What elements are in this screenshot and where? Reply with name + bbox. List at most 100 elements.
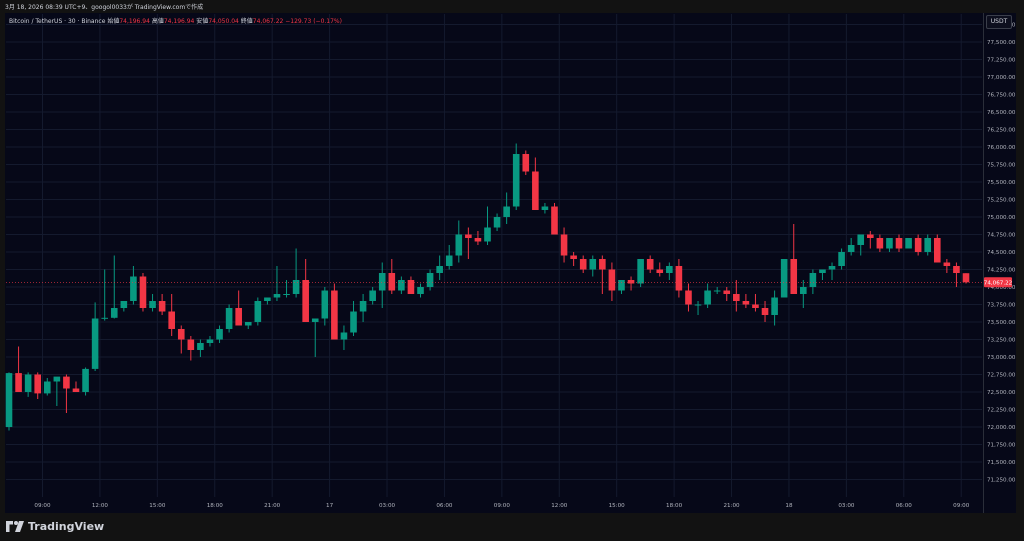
price-tick-label: 72,500.00 [987,390,1016,396]
candle-body [905,238,912,249]
low-value: 74,050.04 [208,18,239,25]
candle-body [847,245,855,252]
top-bar: 3月 18, 2026 08:39 UTC+9、googol0033が Trad… [0,0,1024,14]
low-label: 安値 [196,18,209,25]
candle-body [139,276,147,308]
price-axis[interactable] [983,13,1016,513]
candle-body [637,259,644,284]
time-tick-label: 03:00 [838,503,855,509]
last-price-label: 74,067.22 [984,280,1012,286]
candle-body [522,154,530,172]
close-value: 74,067.22 [252,18,284,25]
candle-body [532,171,539,210]
candle-body [350,311,357,333]
change-value: −129.73 (−0.17%) [285,18,342,25]
candle-body [34,374,42,394]
price-tick-label: 74,000.00 [987,285,1016,291]
candle-body [675,266,683,291]
time-tick-label: 09:00 [953,503,970,509]
candle-body [82,368,89,392]
candle-body [388,273,396,291]
ohlc-legend: Bitcoin / TetherUS · 30 · Binance 始値74,1… [9,16,342,25]
candle-body [254,301,262,322]
candle-body [733,294,740,301]
grid-layer [6,14,982,497]
candle-body [723,290,731,294]
candle-body [685,290,692,305]
candle-body [819,269,826,273]
candle-body [5,373,13,427]
price-tick-label: 72,750.00 [987,373,1016,379]
price-tick-label: 76,750.00 [987,93,1016,99]
candle-body [579,259,587,270]
candle-body [867,234,874,238]
high-label: 高値 [151,18,164,25]
price-tick-label: 76,000.00 [987,145,1016,151]
price-tick-label: 74,500.00 [987,250,1016,256]
tradingview-logo[interactable]: TradingView [6,520,104,533]
candle-body [331,290,338,340]
axis-layer: 71,250.00 71,500.00 71,750.00 72,000.00 72,2… [6,23,1016,509]
candle-body [484,227,491,242]
currency-selector[interactable]: USDT [986,15,1012,29]
candle-body [704,290,711,305]
candle-body [187,339,195,350]
candle-body [43,381,51,394]
candle-body [953,266,960,273]
last-price-badge [984,277,1012,288]
time-tick-label: 03:00 [379,503,396,509]
candle-body [206,339,214,343]
candle-body [197,343,204,350]
candle-body [177,329,185,340]
price-tick-label: 73,750.00 [987,303,1016,309]
candle-body [656,269,664,273]
candle-body [359,301,367,312]
time-tick-label: 18:00 [207,503,224,509]
candle-body [914,238,922,252]
time-tick-label: 09:00 [494,503,511,509]
candle-body [800,287,807,294]
candle-body [761,308,769,315]
symbol-label[interactable]: Bitcoin / TetherUS · 30 · Binance [9,18,106,25]
candle-body [244,322,252,326]
time-tick-label: 15:00 [609,503,626,509]
price-tick-label: 77,500.00 [987,40,1016,46]
candle-body [608,269,616,291]
candle-body [216,329,223,340]
open-value: 74,196.94 [119,18,150,25]
chart-panel[interactable] [5,13,1016,513]
candle-body [101,317,108,319]
candle-body [158,301,166,312]
open-label: 始値 [107,18,120,25]
candle-body [53,376,61,382]
candle-body [962,273,970,283]
candle-body [752,304,759,308]
time-tick-label: 21:00 [264,503,281,509]
price-tick-label: 76,250.00 [987,128,1016,134]
candle-body [235,308,242,326]
price-tick-label: 71,250.00 [987,478,1016,484]
time-tick-label: 06:00 [436,503,453,509]
candle-body [455,234,463,256]
time-tick-label: 12:00 [92,503,109,509]
time-tick-label: 06:00 [896,503,913,509]
candle-body [321,290,329,319]
candle-body [924,238,932,252]
price-tick-label: 76,500.00 [987,110,1016,116]
high-value: 74,196.94 [163,18,195,25]
candle-body [292,280,300,294]
time-tick-label: 17 [326,503,334,509]
candle-body [63,376,70,389]
candle-body [895,238,903,249]
candle-body [666,266,673,273]
snapshot-caption: 3月 18, 2026 08:39 UTC+9、googol0033が Trad… [5,4,204,11]
candle-body [110,308,118,318]
candle-body [445,255,453,266]
price-tick-label: 72,000.00 [987,425,1016,431]
candle-body [264,297,271,301]
candle-body [886,238,893,249]
candle-body [311,318,319,322]
price-tick-label: 77,250.00 [987,58,1016,64]
price-tick-label: 75,000.00 [987,215,1016,221]
